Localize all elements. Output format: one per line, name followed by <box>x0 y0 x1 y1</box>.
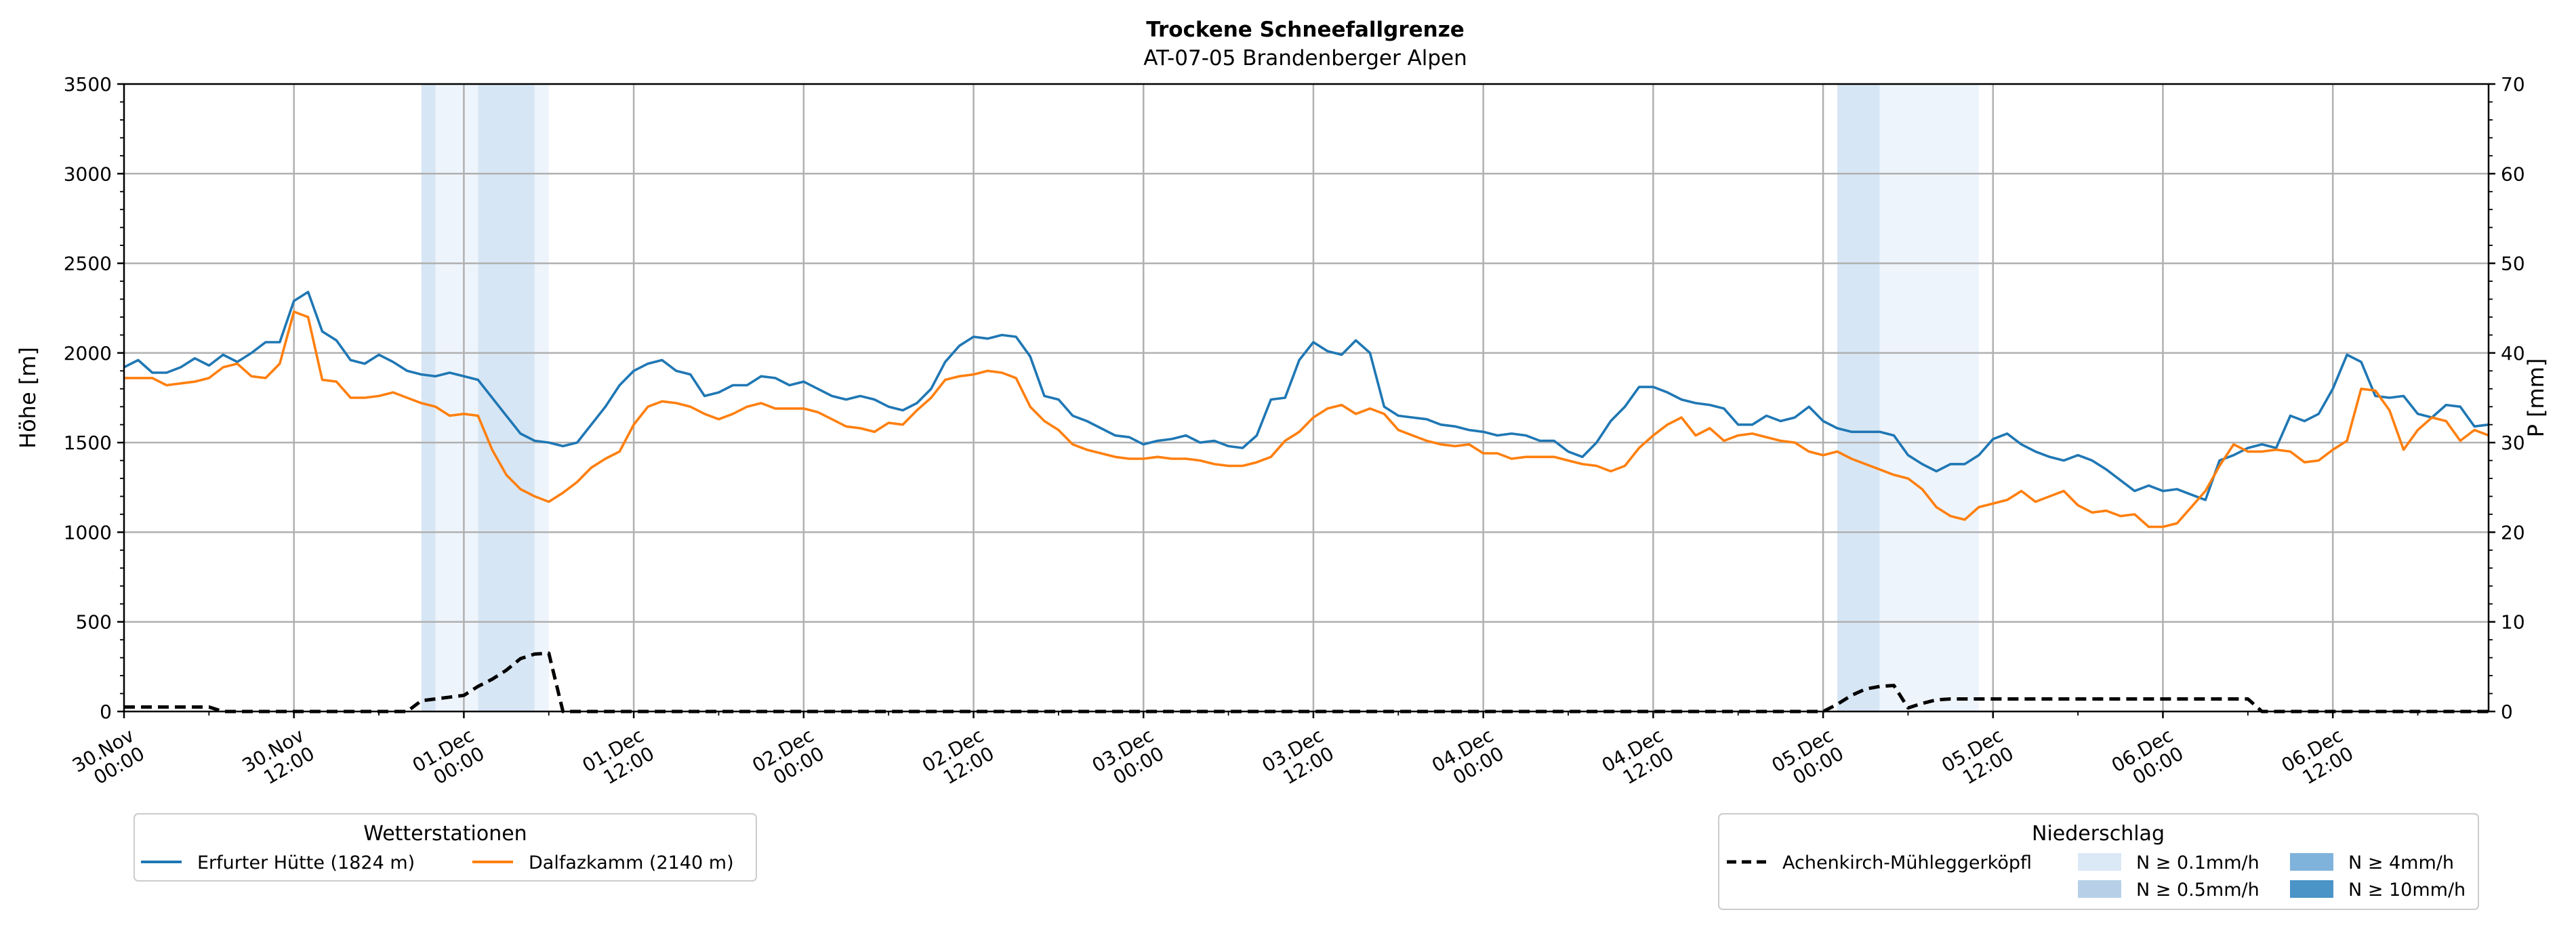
y-right-tick-label: 10 <box>2501 611 2525 634</box>
legend-swatch-n10 <box>2290 880 2333 898</box>
y-right-tick-labels: 0 10 20 30 40 50 60 70 <box>2501 73 2525 723</box>
y-left-tick-label: 3500 <box>64 73 112 96</box>
legend-label-n05: N ≥ 0.5mm/h <box>2136 880 2260 901</box>
y-axis-right-label: P [mm] <box>2523 358 2549 438</box>
legend-swatch-n05 <box>2078 880 2121 898</box>
precipitation-bands <box>421 84 1979 711</box>
series-line-1 <box>124 310 2489 529</box>
y-axis-left-label: Höhe [m] <box>15 347 41 449</box>
legend-precip-title: Niederschlag <box>2032 822 2165 846</box>
series-lines <box>123 291 2489 714</box>
y-left-tick-label: 1000 <box>64 521 112 543</box>
legend-swatch-n4 <box>2290 853 2333 871</box>
legend-label-n10: N ≥ 10mm/h <box>2348 880 2466 901</box>
y-right-tick-label: 0 <box>2501 701 2513 723</box>
precip-band-0 <box>421 84 436 711</box>
legend-stations-frame <box>134 813 757 882</box>
legend-stations: Wetterstationen Erfurter Hütte (1824 m) … <box>134 813 757 882</box>
y-left-tick-label: 500 <box>76 611 112 634</box>
legend-label-dalfazkamm: Dalfazkamm (2140 m) <box>529 852 734 873</box>
legend-label-n01: N ≥ 0.1mm/h <box>2136 852 2260 873</box>
series-line-2 <box>124 651 2489 714</box>
series-line-0 <box>123 291 2489 501</box>
precip-band-2 <box>478 84 535 711</box>
y-right-tick-label: 60 <box>2501 163 2525 185</box>
y-right-tick-label: 20 <box>2501 521 2525 543</box>
legend-swatch-n01 <box>2078 853 2121 871</box>
y-right-tick-label: 50 <box>2501 253 2525 275</box>
y-right-tick-label: 40 <box>2501 342 2525 365</box>
chart-subtitle: AT-07-05 Brandenberger Alpen <box>1143 46 1467 70</box>
precip-band-1 <box>435 84 478 711</box>
axis-ticks <box>117 83 2495 718</box>
precip-band-5 <box>1879 84 1979 711</box>
legend-precipitation: Niederschlag Achenkirch-Mühleggerköpfl N… <box>1718 813 2479 910</box>
y-left-tick-label: 0 <box>100 701 112 723</box>
precip-band-3 <box>534 84 549 711</box>
plot-frame <box>123 83 2490 713</box>
legend-stations-title: Wetterstationen <box>363 822 527 846</box>
precip-band-4 <box>1837 84 1880 711</box>
y-left-tick-label: 2500 <box>64 253 112 275</box>
y-right-tick-label: 30 <box>2501 432 2525 454</box>
y-left-tick-label: 1500 <box>64 432 112 454</box>
legend-label-n4: N ≥ 4mm/h <box>2348 852 2454 873</box>
y-left-tick-labels: 0 500 1000 1500 2000 2500 3000 3500 <box>64 73 112 723</box>
y-left-tick-label: 2000 <box>64 342 112 365</box>
y-right-tick-label: 70 <box>2501 73 2525 96</box>
chart-title: Trockene Schneefallgrenze <box>1146 18 1465 42</box>
grid-lines <box>124 84 2489 711</box>
y-left-tick-label: 3000 <box>64 163 112 185</box>
legend-label-achenkirch: Achenkirch-Mühleggerköpfl <box>1782 852 2032 873</box>
legend-label-erfurter: Erfurter Hütte (1824 m) <box>197 852 415 873</box>
